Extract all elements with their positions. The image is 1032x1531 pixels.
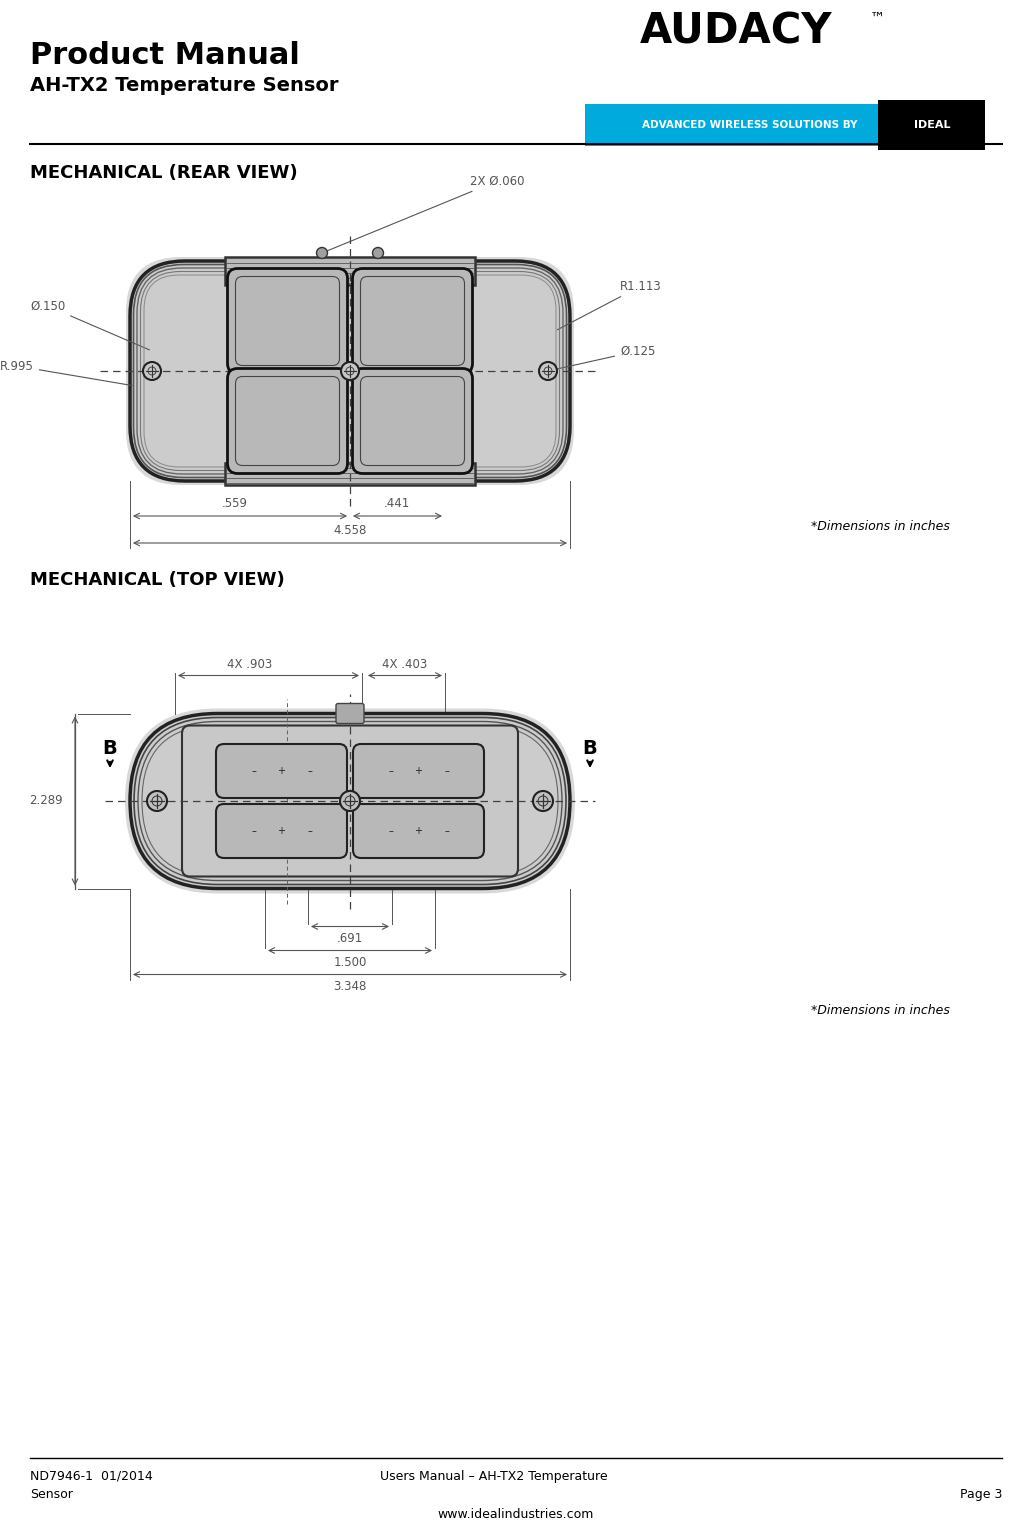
FancyBboxPatch shape [125,709,575,894]
FancyBboxPatch shape [225,257,475,285]
Text: B: B [583,739,598,758]
Text: www.idealindustries.com: www.idealindustries.com [438,1508,594,1520]
FancyBboxPatch shape [353,804,484,857]
FancyBboxPatch shape [353,369,473,473]
Circle shape [533,792,553,811]
Text: +: + [415,827,422,836]
FancyBboxPatch shape [336,704,364,724]
Text: 2.289: 2.289 [29,795,63,807]
Text: .691: .691 [336,931,363,945]
Text: 4X .903: 4X .903 [227,657,272,671]
Text: –: – [388,827,393,836]
Text: Users Manual – AH-TX2 Temperature: Users Manual – AH-TX2 Temperature [380,1470,608,1482]
Text: R.995: R.995 [0,360,132,386]
Circle shape [341,361,359,380]
Text: Sensor: Sensor [30,1488,73,1500]
Text: .441: .441 [384,498,410,510]
FancyBboxPatch shape [130,260,570,481]
Text: MECHANICAL (REAR VIEW): MECHANICAL (REAR VIEW) [30,164,297,182]
Text: +: + [415,766,422,776]
FancyBboxPatch shape [225,462,475,485]
FancyBboxPatch shape [353,268,473,374]
Text: 2X Ø.060: 2X Ø.060 [325,175,524,253]
Bar [585,104,985,145]
Text: –: – [308,766,312,776]
Text: ™: ™ [870,11,885,26]
Text: *Dimensions in inches: *Dimensions in inches [811,1004,950,1018]
Text: 4X .403: 4X .403 [383,657,427,671]
Text: 3.348: 3.348 [333,980,366,992]
FancyBboxPatch shape [130,713,570,888]
Circle shape [317,248,327,259]
Text: +: + [278,827,286,836]
Circle shape [373,248,384,259]
Text: –: – [444,827,449,836]
Text: –: – [444,766,449,776]
Text: –: – [251,827,256,836]
Circle shape [143,361,161,380]
Text: –: – [251,766,256,776]
Text: ND7946-1  01/2014: ND7946-1 01/2014 [30,1470,153,1482]
Text: AUDACY: AUDACY [640,11,833,54]
FancyBboxPatch shape [126,257,574,485]
Text: *Dimensions in inches: *Dimensions in inches [811,519,950,533]
Circle shape [147,792,167,811]
FancyBboxPatch shape [227,268,348,374]
Text: .559: .559 [222,498,248,510]
Text: 4.558: 4.558 [333,524,366,537]
FancyBboxPatch shape [182,726,518,877]
Text: IDEAL: IDEAL [913,119,950,130]
FancyBboxPatch shape [216,744,347,798]
Text: –: – [388,766,393,776]
Text: AH-TX2 Temperature Sensor: AH-TX2 Temperature Sensor [30,77,338,95]
Text: Page 3: Page 3 [960,1488,1002,1500]
Text: Ø.125: Ø.125 [551,344,655,371]
Text: MECHANICAL (TOP VIEW): MECHANICAL (TOP VIEW) [30,571,285,589]
Bar [878,100,985,150]
Text: +: + [278,766,286,776]
FancyBboxPatch shape [216,804,347,857]
Text: Product Manual: Product Manual [30,41,300,70]
Circle shape [340,792,360,811]
Circle shape [539,361,557,380]
Text: –: – [308,827,312,836]
FancyBboxPatch shape [353,744,484,798]
Text: ADVANCED WIRELESS SOLUTIONS BY: ADVANCED WIRELESS SOLUTIONS BY [642,119,858,130]
Text: 1.500: 1.500 [333,955,366,969]
Text: B: B [102,739,118,758]
Text: R1.113: R1.113 [557,280,662,329]
Text: Ø.150: Ø.150 [30,300,150,351]
FancyBboxPatch shape [227,369,348,473]
